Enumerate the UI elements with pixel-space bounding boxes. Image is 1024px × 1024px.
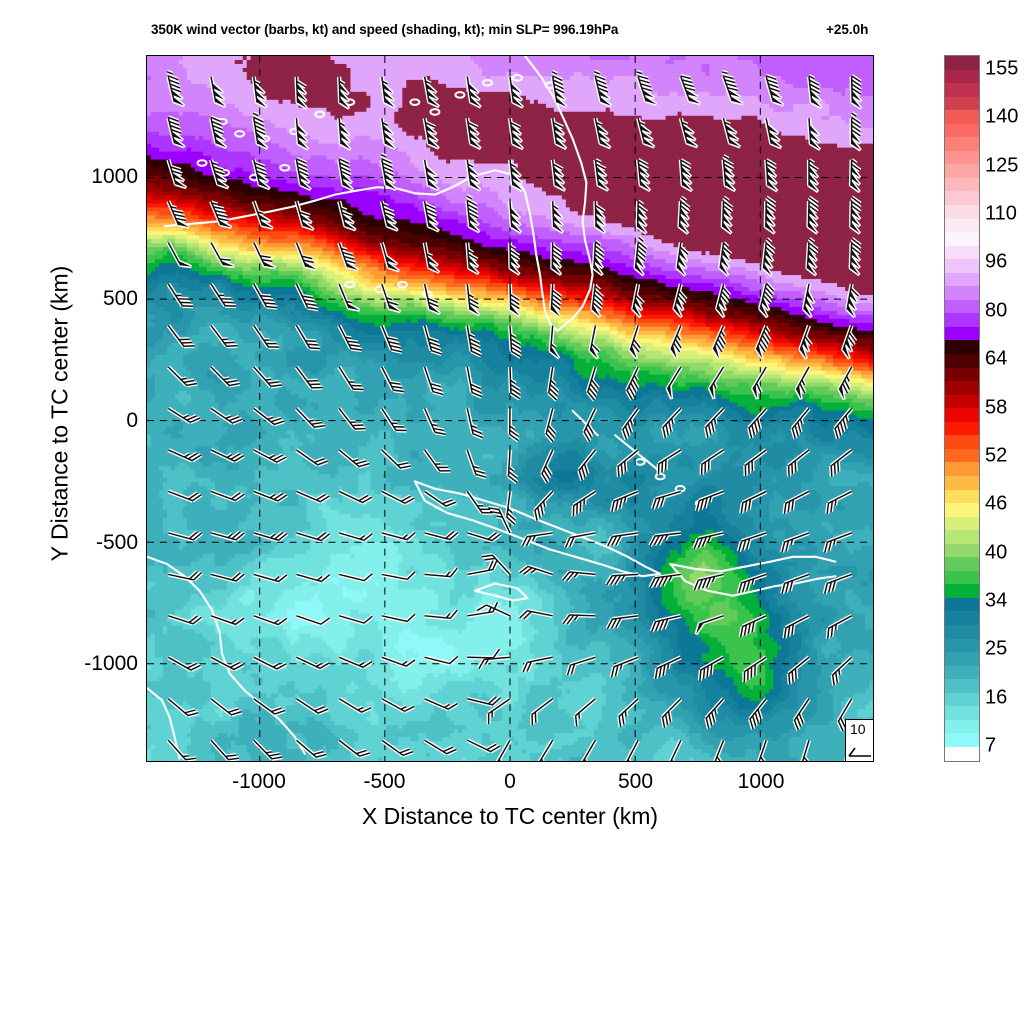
colorbar-band — [945, 272, 979, 287]
colorbar-band — [945, 218, 979, 233]
colorbar-band — [945, 733, 979, 747]
colorbar-band — [945, 570, 979, 585]
colorbar-band — [945, 354, 979, 368]
colorbar-band — [945, 150, 979, 165]
colorbar-band — [945, 286, 979, 300]
colorbar-band — [945, 652, 979, 666]
colorbar-band — [945, 462, 979, 476]
colorbar-band — [945, 706, 979, 720]
wind-speed-shading — [147, 56, 873, 761]
colorbar-band — [945, 638, 979, 653]
wind-barb-key: 10 — [845, 719, 874, 762]
colorbar-band — [945, 259, 979, 273]
colorbar-band — [945, 489, 979, 504]
colorbar-band — [945, 177, 979, 192]
x-axis-label: X Distance to TC center (km) — [361, 803, 659, 829]
colorbar-band — [945, 475, 979, 490]
colorbar-band — [945, 597, 979, 612]
colorbar-band — [945, 381, 979, 395]
colorbar-band — [945, 665, 979, 680]
x-axis-ticks: -1000 -500 0 500 1000 — [0, 770, 1024, 804]
colorbar-tick-labels: 155 140 125 110 96 80 64 58 52 46 40 34 25 16 7 — [985, 55, 1024, 762]
colorbar-tick-label: 46 — [985, 492, 1008, 515]
colorbar-band — [945, 719, 979, 734]
colorbar-tick-label: 52 — [985, 444, 1008, 467]
colorbar-tick-label: 25 — [985, 637, 1008, 660]
colorbar-band — [945, 421, 979, 436]
y-tick-label: -1000 — [84, 652, 138, 676]
colorbar-band — [945, 245, 979, 260]
colorbar-tick-label: 34 — [985, 589, 1008, 612]
colorbar-band — [945, 299, 979, 314]
colorbar-band — [945, 435, 979, 449]
wind-barb-key-value: 10 — [850, 721, 866, 737]
colorbar — [944, 55, 980, 762]
colorbar-tick-label: 64 — [985, 347, 1008, 370]
colorbar-band — [945, 516, 979, 531]
x-tick-label: 0 — [504, 770, 516, 793]
colorbar-band — [945, 367, 979, 382]
colorbar-band — [945, 326, 979, 341]
plot-title: 350K wind vector (barbs, kt) and speed (… — [151, 22, 619, 37]
wind-barb-key-glyph — [848, 747, 871, 757]
colorbar-band — [945, 394, 979, 409]
plot-area — [146, 55, 874, 762]
x-tick-label: -500 — [363, 770, 406, 793]
colorbar-band — [945, 679, 979, 693]
colorbar-band — [945, 110, 979, 124]
colorbar-tick-label: 40 — [985, 541, 1008, 564]
colorbar-tick-label: 80 — [985, 299, 1008, 322]
x-tick-label: -1000 — [232, 770, 286, 793]
colorbar-band — [945, 692, 979, 707]
colorbar-band — [945, 408, 979, 422]
colorbar-band — [945, 584, 979, 598]
colorbar-band — [945, 503, 979, 517]
colorbar-tick-label: 110 — [985, 202, 1017, 225]
colorbar-tick-label: 58 — [985, 396, 1008, 418]
colorbar-tick-label: 140 — [985, 105, 1019, 128]
colorbar-band — [945, 69, 979, 84]
y-axis-label: Y Distance to TC center (km) — [46, 265, 73, 562]
barbs-and-grid-overlay — [147, 56, 873, 761]
y-tick-label: -500 — [95, 530, 138, 554]
y-tick-label: 0 — [126, 408, 138, 432]
colorbar-band — [945, 96, 979, 111]
colorbar-band — [945, 530, 979, 544]
colorbar-band — [945, 137, 979, 151]
colorbar-tick-label: 7 — [985, 734, 997, 757]
colorbar-tick-label: 96 — [985, 250, 1008, 273]
colorbar-band — [945, 232, 979, 246]
colorbar-tick-label: 155 — [985, 57, 1019, 80]
colorbar-band — [945, 205, 979, 219]
colorbar-band — [945, 746, 979, 761]
colorbar-band — [945, 448, 979, 463]
colorbar-band — [945, 611, 979, 625]
forecast-hour-label: +25.0h — [826, 22, 869, 37]
y-tick-label: 500 — [102, 286, 138, 310]
colorbar-tick-label: 125 — [985, 154, 1019, 177]
x-tick-label: 1000 — [737, 770, 785, 793]
colorbar-band — [945, 56, 979, 70]
x-tick-label: 500 — [617, 770, 654, 793]
colorbar-band — [945, 624, 979, 639]
colorbar-band — [945, 313, 979, 327]
colorbar-band — [945, 557, 979, 571]
colorbar-band — [945, 543, 979, 558]
y-axis-ticks: -1000 -500 0 500 1000 — [0, 0, 138, 1024]
colorbar-tick-label: 16 — [985, 686, 1008, 709]
colorbar-band — [945, 164, 979, 178]
y-tick-label: 1000 — [91, 164, 138, 188]
colorbar-band — [945, 123, 979, 138]
colorbar-band — [945, 340, 979, 355]
colorbar-band — [945, 191, 979, 206]
colorbar-band — [945, 83, 979, 97]
